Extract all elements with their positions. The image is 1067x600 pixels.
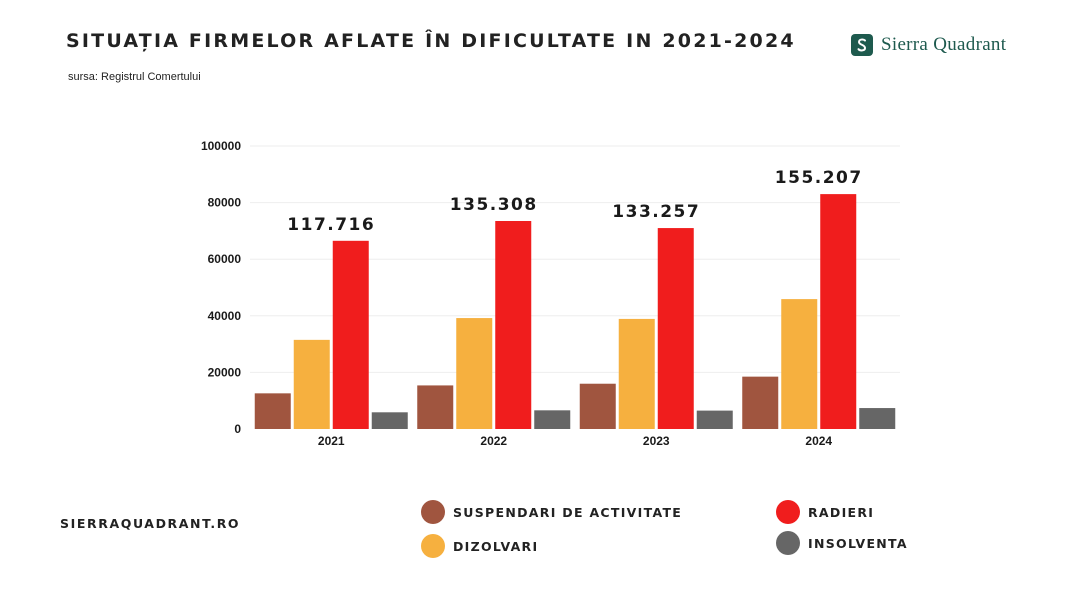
bar-dizolvari-2021 — [293, 339, 330, 429]
y-axis: 0 20000 40000 60000 80000 100000 — [201, 139, 241, 436]
bar-radieri-2023 — [657, 228, 694, 429]
y-tick-label: 80000 — [208, 196, 242, 210]
total-labels: 117.716 135.308 133.257 155.207 — [287, 168, 863, 235]
bar-radieri-2024 — [820, 194, 857, 429]
legend-dot-insolventa — [776, 531, 800, 555]
source-note: sursa: Registrul Comertului — [68, 71, 201, 83]
y-tick-label: 40000 — [208, 309, 242, 323]
total-label-2023: 133.257 — [612, 202, 700, 222]
bar-insolventa-2022 — [534, 410, 571, 429]
total-label-2024: 155.207 — [775, 168, 863, 188]
y-tick-label: 0 — [234, 422, 241, 436]
legend-item-radieri: RADIERI — [776, 500, 874, 524]
legend-item-dizolvari: DIZOLVARI — [421, 534, 538, 558]
legend-dot-dizolvari — [421, 534, 445, 558]
legend-dot-suspendari — [421, 500, 445, 524]
x-tick-label: 2023 — [643, 434, 670, 448]
brand-name: Sierra Quadrant — [881, 34, 1007, 55]
legend-label-suspendari: SUSPENDARI DE ACTIVITATE — [453, 504, 683, 520]
legend-label-insolventa: INSOLVENTA — [808, 535, 908, 551]
legend-item-suspendari: SUSPENDARI DE ACTIVITATE — [421, 500, 682, 524]
legend-label-dizolvari: DIZOLVARI — [453, 538, 539, 554]
bar-dizolvari-2024 — [781, 299, 818, 429]
y-tick-label: 100000 — [201, 139, 241, 153]
chart-title: SITUAȚIA FIRMELOR AFLATE ÎN DIFICULTATE … — [66, 30, 796, 52]
bar-dizolvari-2022 — [456, 318, 493, 429]
brand-icon — [851, 34, 873, 56]
x-tick-label: 2021 — [318, 434, 345, 448]
y-tick-label: 60000 — [208, 252, 242, 266]
total-label-2021: 117.716 — [287, 215, 375, 235]
x-axis: 2021 2022 2023 2024 — [318, 434, 833, 448]
bar-insolventa-2024 — [859, 408, 896, 429]
legend-label-radieri: RADIERI — [808, 504, 875, 520]
legend-item-insolventa: INSOLVENTA — [776, 531, 908, 555]
bar-suspendari-2021 — [254, 393, 291, 429]
legend-dot-radieri — [776, 500, 800, 524]
bar-insolventa-2021 — [371, 412, 408, 429]
bar-radieri-2022 — [495, 220, 532, 429]
bar-dizolvari-2023 — [618, 318, 655, 429]
bar-radieri-2021 — [332, 240, 369, 429]
x-tick-label: 2024 — [805, 434, 832, 448]
bar-insolventa-2023 — [696, 410, 733, 429]
bar-suspendari-2024 — [742, 376, 779, 429]
y-tick-label: 20000 — [208, 365, 242, 379]
x-tick-label: 2022 — [480, 434, 507, 448]
bars — [254, 194, 896, 429]
website-url[interactable]: SIERRAQUADRANT.RO — [60, 516, 241, 531]
brand-logo-group: Sierra Quadrant — [851, 34, 1006, 56]
bar-suspendari-2022 — [417, 385, 454, 429]
bar-suspendari-2023 — [579, 383, 616, 429]
total-label-2022: 135.308 — [450, 195, 538, 215]
